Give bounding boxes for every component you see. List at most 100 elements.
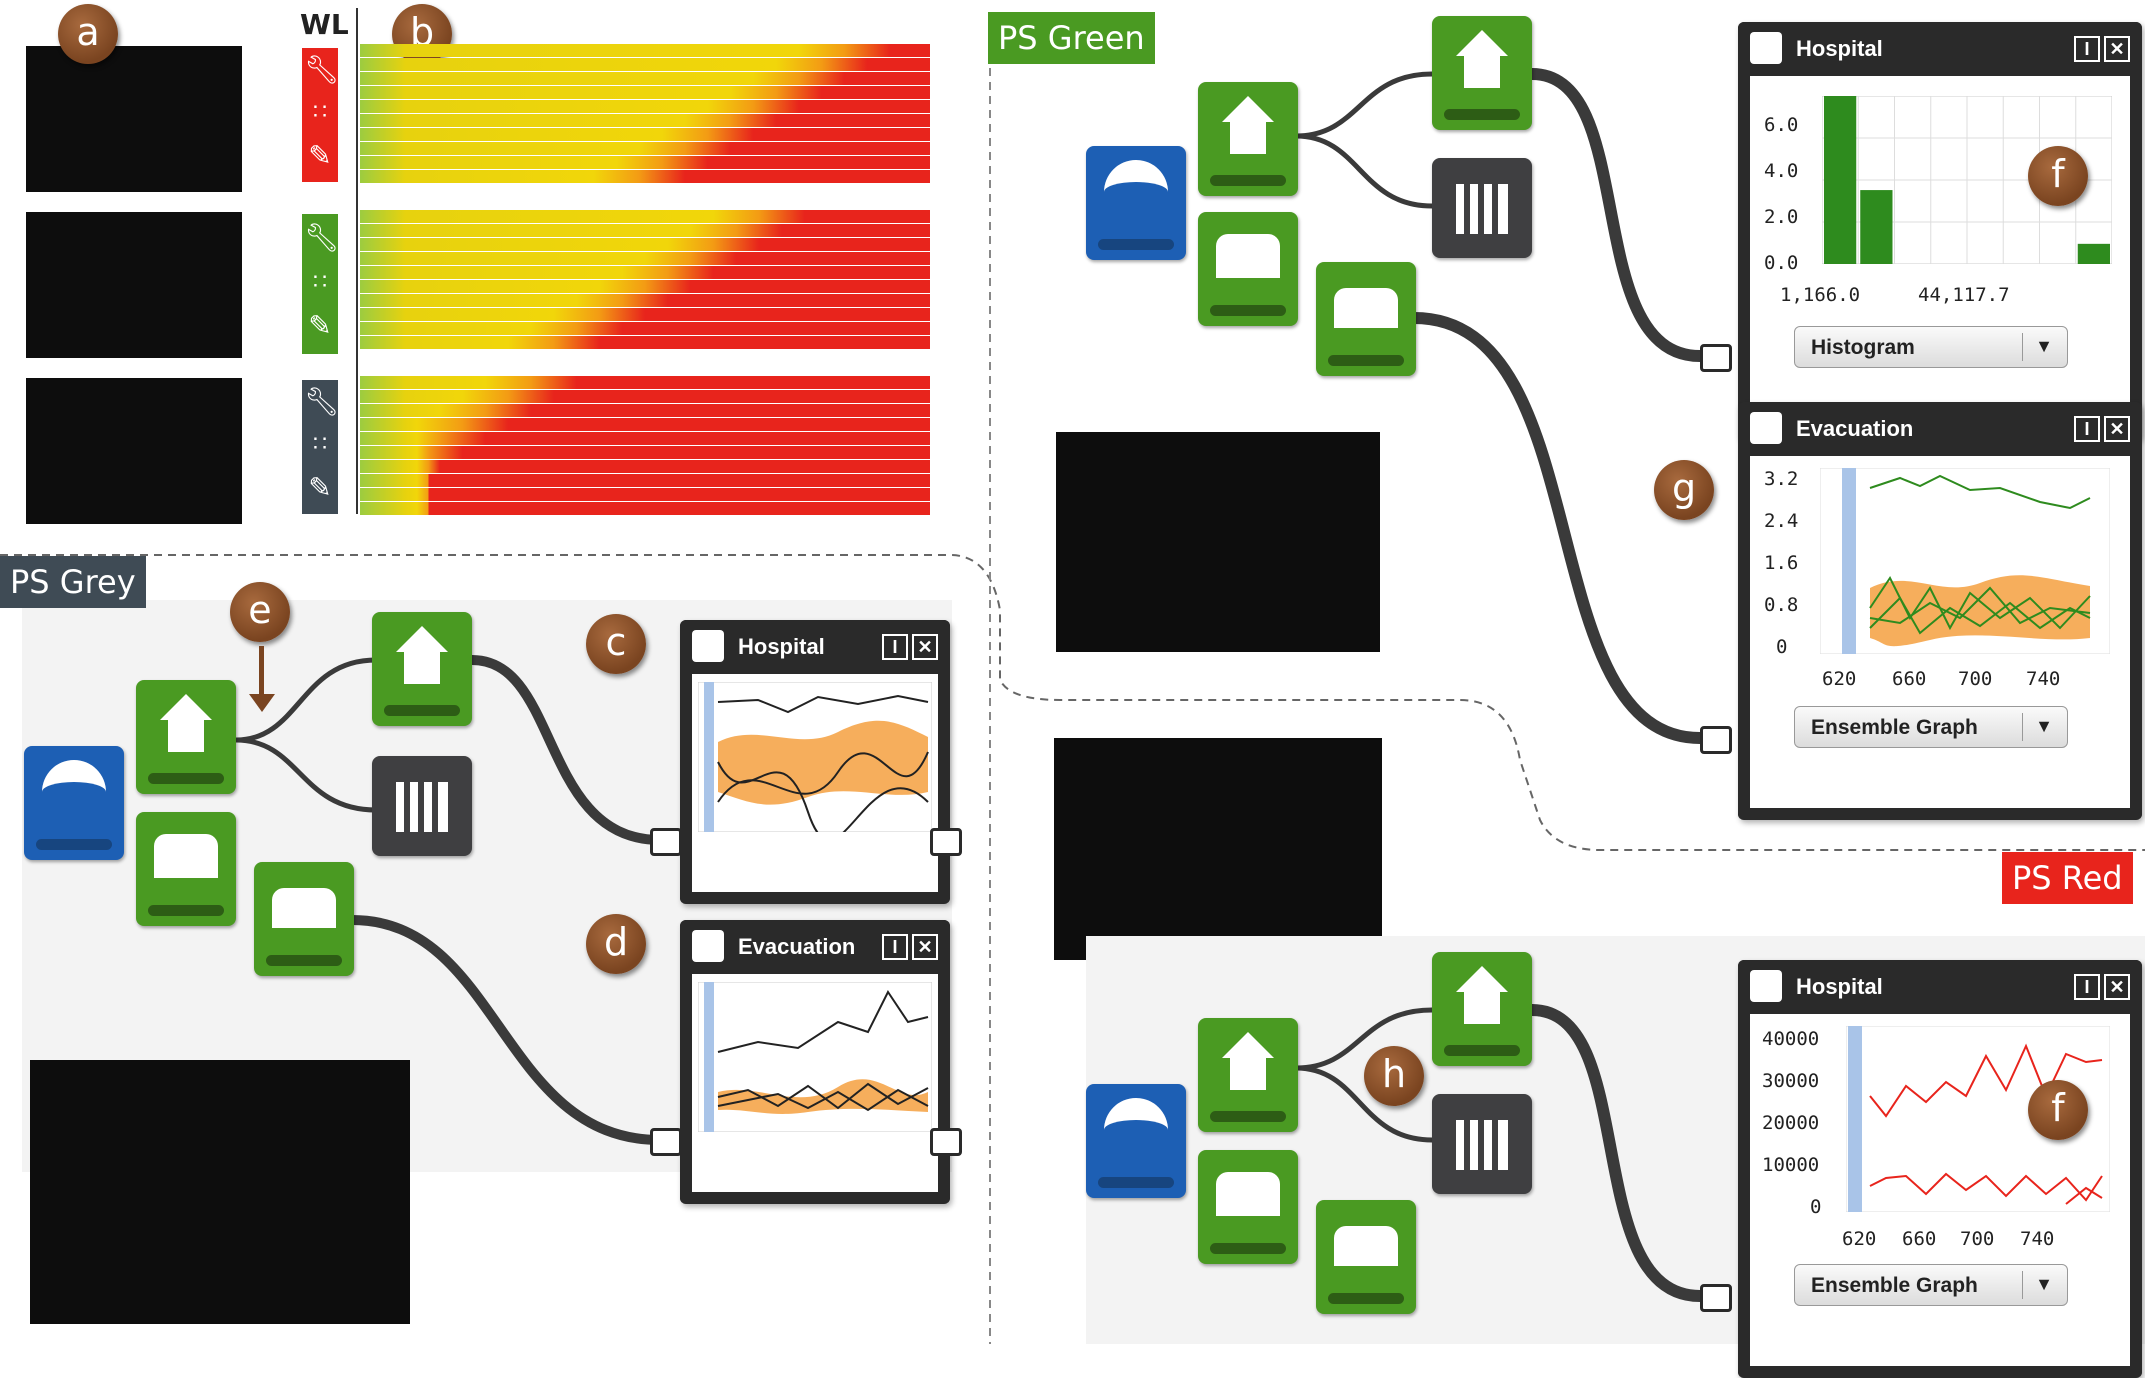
world-line-row[interactable] <box>360 336 930 349</box>
world-line-row[interactable] <box>360 404 930 417</box>
world-line-row[interactable] <box>360 156 930 169</box>
world-line-row[interactable] <box>360 280 930 293</box>
house-node[interactable] <box>136 680 236 794</box>
view-type-dropdown[interactable]: Ensemble Graph ▼ <box>1794 1264 2068 1306</box>
world-line-group-green[interactable]: 🔧︎ ∷ ✎ <box>302 214 340 354</box>
grey-evacuation-view[interactable]: Evacuation I ✕ <box>680 920 950 1204</box>
simulation-node[interactable] <box>24 746 124 860</box>
world-line-row[interactable] <box>360 100 930 113</box>
green-3d-view-2[interactable] <box>1054 738 1382 960</box>
brush-icon[interactable]: ✎ <box>308 140 332 171</box>
input-port[interactable] <box>1700 344 1732 372</box>
y-tick: 0.0 <box>1764 252 1799 274</box>
house-node[interactable] <box>1198 82 1298 196</box>
world-line-row[interactable] <box>360 474 930 487</box>
close-icon[interactable]: ✕ <box>2104 974 2130 1000</box>
world-line-row[interactable] <box>360 252 930 265</box>
world-line-row[interactable] <box>360 390 930 403</box>
y-tick: 4.0 <box>1764 160 1799 182</box>
water-level-node[interactable] <box>1198 212 1298 326</box>
world-line-row[interactable] <box>360 446 930 459</box>
grid-dots-icon[interactable]: ∷ <box>313 269 327 294</box>
world-line-row[interactable] <box>360 502 930 515</box>
view-title: Evacuation <box>1796 416 1914 441</box>
world-line-row[interactable] <box>360 376 930 389</box>
close-icon[interactable]: ✕ <box>2104 36 2130 62</box>
world-line-group-grey[interactable]: 🔧︎ ∷ ✎ <box>302 380 340 514</box>
water-level-node[interactable] <box>136 812 236 926</box>
green-3d-view[interactable] <box>1056 432 1380 652</box>
water-drop-node[interactable] <box>1316 262 1416 376</box>
input-port[interactable] <box>1700 726 1732 754</box>
house-select-node[interactable] <box>1432 952 1532 1066</box>
world-lines-stripes[interactable] <box>360 44 930 516</box>
histogram-node[interactable] <box>1432 1094 1532 1194</box>
output-port[interactable] <box>930 1128 962 1156</box>
world-line-row[interactable] <box>360 432 930 445</box>
world-line-row[interactable] <box>360 72 930 85</box>
house-body <box>1464 992 1500 1024</box>
split-view-icon[interactable]: I <box>882 934 908 960</box>
scenario-thumbnail-1[interactable] <box>26 46 242 192</box>
world-line-row[interactable] <box>360 210 930 223</box>
close-icon[interactable]: ✕ <box>912 934 938 960</box>
brush-icon[interactable]: ✎ <box>308 472 332 503</box>
world-line-row[interactable] <box>360 238 930 251</box>
world-line-row[interactable] <box>360 142 930 155</box>
water-drop-node[interactable] <box>254 862 354 976</box>
world-line-row[interactable] <box>360 44 930 57</box>
green-pipeline-links <box>1295 68 1701 744</box>
world-line-row[interactable] <box>360 308 930 321</box>
view-type-dropdown[interactable]: Histogram ▼ <box>1794 326 2068 368</box>
y-tick: 10000 <box>1762 1154 1820 1176</box>
split-view-icon[interactable]: I <box>2074 416 2100 442</box>
simulation-node[interactable] <box>1086 146 1186 260</box>
output-port[interactable] <box>650 1128 682 1156</box>
house-select-node[interactable] <box>372 612 472 726</box>
world-line-row[interactable] <box>360 418 930 431</box>
wrench-icon[interactable]: 🔧︎ <box>304 386 340 417</box>
close-icon[interactable]: ✕ <box>2104 416 2130 442</box>
wrench-icon[interactable]: 🔧︎ <box>304 222 340 253</box>
grid-dots-icon[interactable]: ∷ <box>313 99 327 124</box>
split-view-icon[interactable]: I <box>2074 36 2100 62</box>
world-line-row[interactable] <box>360 58 930 71</box>
world-line-row[interactable] <box>360 322 930 335</box>
house-icon <box>1222 1032 1274 1058</box>
split-view-icon[interactable]: I <box>882 634 908 660</box>
histogram-node[interactable] <box>372 756 472 856</box>
scenario-thumbnail-3[interactable] <box>26 378 242 524</box>
house-node[interactable] <box>1198 1018 1298 1132</box>
input-port[interactable] <box>1700 1284 1732 1312</box>
water-drop-node[interactable] <box>1316 1200 1416 1314</box>
world-line-group-red[interactable]: 🔧︎ ∷ ✎ <box>302 48 340 182</box>
brush-icon[interactable]: ✎ <box>308 310 332 341</box>
output-port[interactable] <box>650 828 682 856</box>
water-level-node[interactable] <box>1198 1150 1298 1264</box>
split-view-icon[interactable]: I <box>2074 974 2100 1000</box>
close-icon[interactable]: ✕ <box>912 634 938 660</box>
scenario-thumbnail-2[interactable] <box>26 212 242 358</box>
world-line-row[interactable] <box>360 170 930 183</box>
house-select-node[interactable] <box>1432 16 1532 130</box>
wrench-icon[interactable]: 🔧︎ <box>304 54 340 85</box>
world-line-row[interactable] <box>360 266 930 279</box>
green-evacuation-view[interactable]: Evacuation I ✕ 3.2 2.4 1.6 0.8 0 620 660… <box>1738 402 2142 820</box>
grey-3d-view[interactable] <box>30 1060 410 1324</box>
red-hospital-view[interactable]: Hospital I ✕ 40000 30000 20000 10000 0 6… <box>1738 960 2142 1378</box>
world-line-row[interactable] <box>360 86 930 99</box>
green-hospital-view[interactable]: Hospital I ✕ 6.0 4.0 2.0 0.0 1,166.0 44,… <box>1738 22 2142 440</box>
grey-hospital-view[interactable]: Hospital I ✕ <box>680 620 950 904</box>
world-line-row[interactable] <box>360 224 930 237</box>
histogram-node[interactable] <box>1432 158 1532 258</box>
world-line-row[interactable] <box>360 294 930 307</box>
water-level-icon <box>1216 1172 1280 1216</box>
grid-dots-icon[interactable]: ∷ <box>313 431 327 456</box>
view-type-dropdown[interactable]: Ensemble Graph ▼ <box>1794 706 2068 748</box>
output-port[interactable] <box>930 828 962 856</box>
world-line-row[interactable] <box>360 460 930 473</box>
simulation-node[interactable] <box>1086 1084 1186 1198</box>
world-line-row[interactable] <box>360 488 930 501</box>
world-line-row[interactable] <box>360 114 930 127</box>
world-line-row[interactable] <box>360 128 930 141</box>
